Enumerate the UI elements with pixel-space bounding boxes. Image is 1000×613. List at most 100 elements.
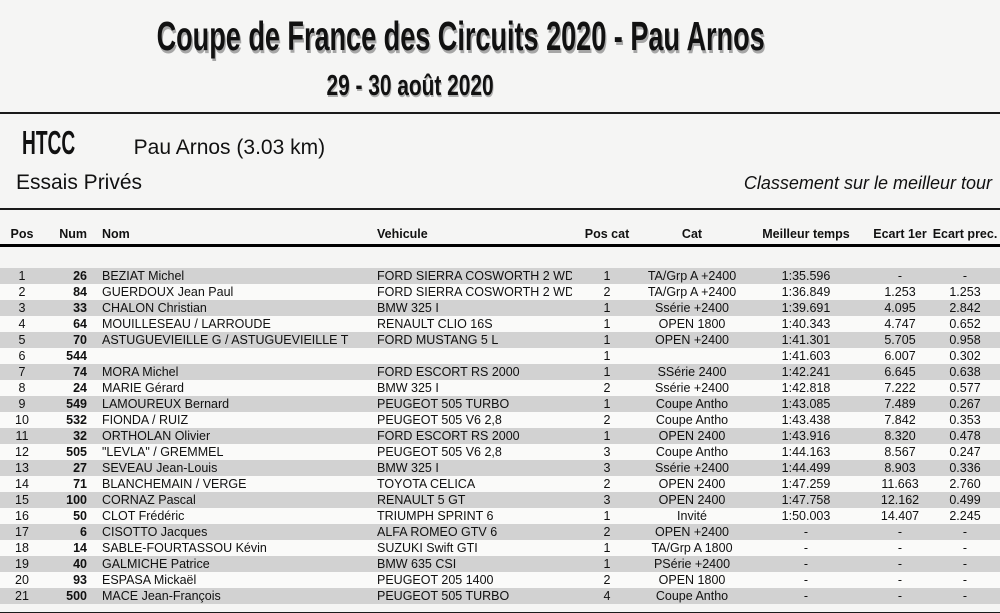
cell-num: 544	[66, 349, 87, 363]
cell-cat: Coupe Antho	[655, 397, 729, 411]
cell-pos: 14	[15, 477, 29, 491]
cell-vehicule: PEUGEOT 505 TURBO	[377, 589, 510, 603]
table-row: 2 84 GUERDOUX Jean Paul FORD SIERRA COSWORT…	[0, 284, 1000, 300]
divider-middle	[0, 208, 1000, 210]
cell-ecart-prec: 0.577	[949, 381, 981, 395]
cell-nom: GALMICHE Patrice	[102, 557, 210, 571]
cell-pos-cat: 1	[603, 301, 611, 315]
divider-top	[0, 112, 1000, 114]
column-header-cat: Cat	[681, 227, 703, 241]
cell-vehicule: BMW 325 I	[377, 301, 439, 315]
cell-cat: OPEN 2400	[658, 493, 726, 507]
cell-ecart-1er: -	[897, 541, 903, 555]
cell-ecart-prec: -	[962, 541, 968, 555]
cell-num: 74	[73, 365, 87, 379]
table-row: 20 93 ESPASA Mickaël PEUGEOT 205 1400 2 OPEN …	[0, 572, 1000, 588]
cell-pos: 19	[15, 557, 29, 571]
event-date: 29 - 30 août 2020	[326, 70, 494, 102]
cell-vehicule: PEUGEOT 505 TURBO	[377, 397, 510, 411]
cell-ecart-prec: -	[962, 589, 968, 603]
cell-ecart-prec: 0.499	[949, 493, 981, 507]
cell-ecart-1er: 6.007	[884, 349, 916, 363]
cell-num: 40	[73, 557, 87, 571]
table-row: 11 32 ORTHOLAN Olivier FORD ESCORT RS 2000 1…	[0, 428, 1000, 444]
cell-nom	[90, 348, 375, 364]
cell-num: 27	[73, 461, 87, 475]
cell-pos-cat: 1	[603, 509, 611, 523]
cell-pos: 15	[15, 493, 29, 507]
cell-vehicule: BMW 325 I	[377, 461, 439, 475]
cell-num: 14	[73, 541, 87, 555]
column-header-meilleur-temps: Meilleur temps	[762, 227, 850, 241]
cell-nom: ESPASA Mickaël	[102, 573, 197, 587]
cell-vehicule: FORD SIERRA COSWORTH 2 WD	[377, 269, 572, 283]
cell-cat: TA/Grp A 1800	[651, 541, 733, 555]
cell-ecart-1er: 8.320	[884, 429, 916, 443]
column-header-vehicule: Vehicule	[377, 227, 428, 241]
cell-cat: Coupe Antho	[655, 589, 729, 603]
cell-num: 26	[73, 269, 87, 283]
cell-cat	[642, 348, 742, 364]
cell-vehicule: SUZUKI Swift GTI	[377, 541, 478, 555]
table-row: 17 6 CISOTTO Jacques ALFA ROMEO GTV 6 2 OPEN …	[0, 524, 1000, 540]
cell-nom: ASTUGUEVIEILLE G / ASTUGUEVIEILLE T	[102, 333, 349, 347]
cell-ecart-prec: 2.760	[949, 477, 981, 491]
table-row: 4 64 MOUILLESEAU / LARROUDE RENAULT CLIO 16…	[0, 316, 1000, 332]
cell-nom: BLANCHEMAIN / VERGE	[102, 477, 247, 491]
column-header-ecart-1er: Ecart 1er	[873, 227, 927, 241]
cell-num: 24	[73, 381, 87, 395]
cell-nom: LAMOUREUX Bernard	[102, 397, 230, 411]
session-row: Essais Privés Classement sur le meilleur…	[0, 160, 1000, 195]
cell-vehicule: PEUGEOT 505 V6 2,8	[377, 413, 502, 427]
cell-pos: 4	[18, 317, 26, 331]
cell-pos: 9	[18, 397, 26, 411]
cell-meilleur-temps: 1:43.085	[781, 397, 831, 411]
cell-ecart-1er: -	[897, 573, 903, 587]
cell-vehicule: RENAULT 5 GT	[377, 493, 466, 507]
cell-pos-cat: 1	[603, 365, 611, 379]
cell-meilleur-temps: 1:42.818	[781, 381, 831, 395]
cell-pos-cat: 1	[603, 429, 611, 443]
cell-ecart-prec: 0.247	[949, 445, 981, 459]
table-row: 1 26 BEZIAT Michel FORD SIERRA COSWORTH 2 W…	[0, 268, 1000, 284]
cell-pos-cat: 3	[603, 493, 611, 507]
cell-num: 6	[80, 525, 87, 539]
cell-pos: 1	[18, 269, 26, 283]
cell-meilleur-temps: -	[803, 557, 809, 571]
cell-vehicule: TRIUMPH SPRINT 6	[377, 509, 494, 523]
cell-ecart-1er: -	[897, 589, 903, 603]
table-row: 16 50 CLOT Frédéric TRIUMPH SPRINT 6 1 Invité…	[0, 508, 1000, 524]
column-header-ecart-prec: Ecart prec.	[932, 227, 998, 241]
cell-cat: Coupe Antho	[655, 413, 729, 427]
cell-pos-cat: 2	[603, 477, 611, 491]
cell-ecart-prec: 0.302	[949, 349, 981, 363]
cell-ecart-1er: 8.903	[884, 461, 916, 475]
cell-cat: OPEN +2400	[654, 333, 729, 347]
table-row: 13 27 SEVEAU Jean-Louis BMW 325 I 3 Ssérie +2…	[0, 460, 1000, 476]
cell-cat: TA/Grp A +2400	[647, 269, 737, 283]
cell-meilleur-temps: 1:41.603	[781, 349, 831, 363]
cell-pos-cat: 3	[603, 461, 611, 475]
cell-ecart-prec: 0.638	[949, 365, 981, 379]
cell-nom: MOUILLESEAU / LARROUDE	[102, 317, 271, 331]
cell-nom: "LEVLA" / GREMMEL	[102, 445, 224, 459]
cell-nom: ORTHOLAN Olivier	[102, 429, 211, 443]
cell-ecart-prec: 1.253	[949, 285, 981, 299]
cell-pos-cat: 2	[603, 381, 611, 395]
cell-ecart-prec: 0.958	[949, 333, 981, 347]
cell-nom: SABLE-FOURTASSOU Kévin	[102, 541, 267, 555]
cell-meilleur-temps: 1:47.758	[781, 493, 831, 507]
cell-pos: 10	[15, 413, 29, 427]
cell-ecart-1er: -	[897, 557, 903, 571]
cell-vehicule: PEUGEOT 205 1400	[377, 573, 494, 587]
cell-pos-cat: 1	[603, 269, 611, 283]
cell-vehicule: TOYOTA CELICA	[377, 477, 476, 491]
cell-ecart-prec: 2.245	[949, 509, 981, 523]
cell-nom: MACE Jean-François	[102, 589, 221, 603]
cell-ecart-1er: 8.567	[884, 445, 916, 459]
cell-ecart-prec: 2.842	[949, 301, 981, 315]
cell-pos-cat: 1	[603, 557, 611, 571]
cell-vehicule	[375, 348, 572, 364]
cell-ecart-1er: 7.842	[884, 413, 916, 427]
